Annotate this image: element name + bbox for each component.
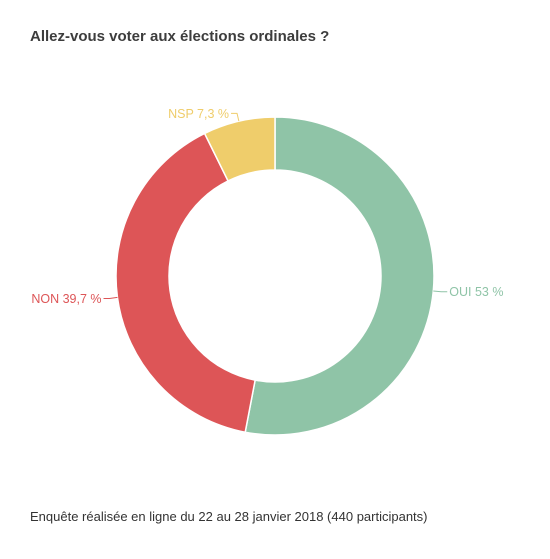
slice-label-non: NON 39,7 %: [31, 292, 101, 306]
labels-layer: OUI 53 % NON 39,7 % NSP 7,3 %: [31, 107, 503, 306]
slices-layer: [115, 116, 435, 436]
leader-line-oui: [433, 290, 448, 293]
leader-line-non: [103, 296, 118, 299]
slice-label-oui: OUI 53 %: [449, 285, 503, 299]
slice-oui: [244, 116, 435, 436]
chart-title: Allez-vous voter aux élections ordinales…: [30, 28, 330, 45]
slice-non: [115, 132, 257, 434]
survey-footnote: Enquête réalisée en ligne du 22 au 28 ja…: [30, 509, 428, 524]
leader-line-nsp: [231, 112, 240, 122]
slice-label-nsp: NSP 7,3 %: [168, 107, 229, 121]
slice-nsp: [203, 116, 276, 182]
